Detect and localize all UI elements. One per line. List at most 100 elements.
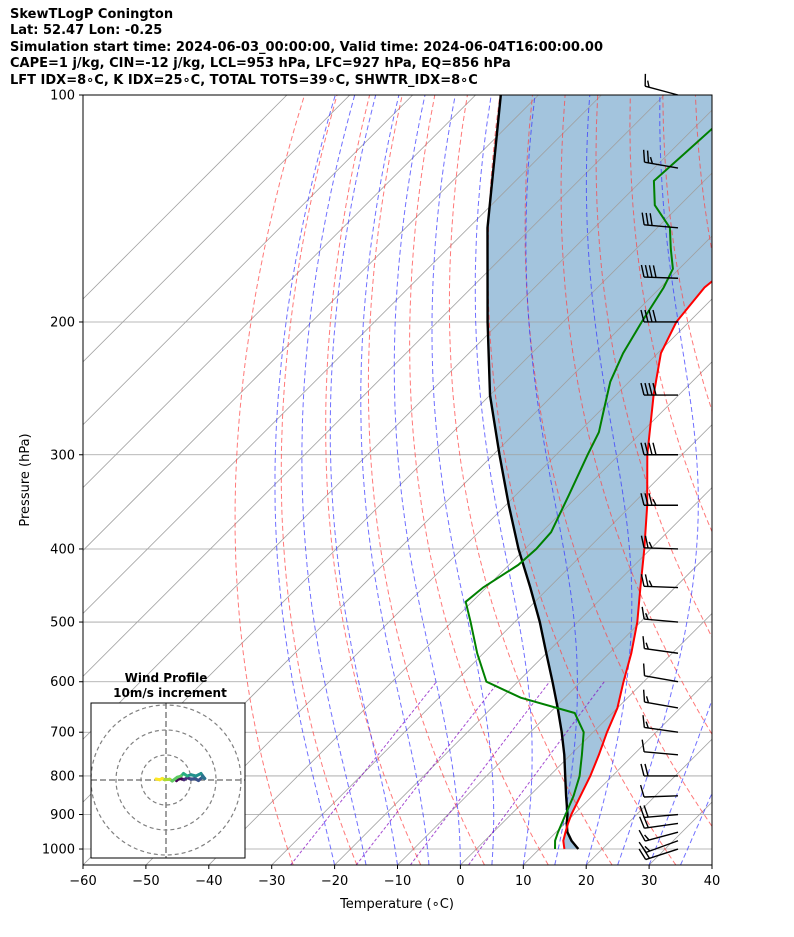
moist-adiabat: [525, 95, 578, 865]
barb-feather: [641, 739, 645, 752]
y-tick-label: 300: [50, 448, 75, 463]
wind-barb: [642, 149, 679, 169]
isotherm-line: [397, 549, 712, 865]
barb-feather: [640, 763, 645, 777]
barb-feather: [644, 574, 649, 587]
isotherm-line: [460, 612, 712, 865]
barb-feather: [645, 696, 650, 703]
x-tick-label: −60: [69, 874, 96, 889]
barb-feather: [638, 848, 647, 860]
barb-staff: [644, 751, 679, 756]
wind-barb: [640, 493, 678, 506]
hodograph-trace-segment: [154, 777, 162, 782]
moist-adiabat: [329, 95, 398, 865]
x-tick-label: −10: [384, 874, 411, 889]
wind-barb: [641, 606, 679, 623]
barb-feather: [645, 642, 649, 650]
barb-feather: [646, 150, 650, 163]
barb-staff: [644, 726, 679, 733]
isotherm-line: [271, 424, 712, 865]
dry-adiabat: [367, 95, 485, 865]
barb-feather: [649, 213, 653, 226]
isotherm-line: [83, 95, 476, 489]
dewpoint-profile-line: [464, 127, 712, 850]
barb-feather: [641, 606, 645, 620]
moist-adiabat: [680, 792, 712, 865]
barb-staff: [644, 224, 679, 229]
isotherm-line: [83, 95, 288, 300]
barb-staff: [643, 547, 679, 550]
barb-feather: [640, 382, 645, 396]
dry-adiabat: [662, 95, 712, 413]
barb-feather: [642, 689, 646, 703]
isotherm-line: [145, 298, 712, 865]
y-tick-label: 500: [50, 616, 75, 631]
moist-adiabat: [274, 95, 336, 865]
barb-feather: [648, 309, 653, 323]
dry-adiabats: [234, 95, 712, 865]
barb-feather: [638, 829, 646, 842]
barb-feather: [644, 845, 651, 852]
y-tick-label: 200: [50, 315, 75, 330]
wind-barb: [638, 840, 679, 854]
cape-cin-shading: [487, 95, 712, 849]
hodograph-frame: [90, 702, 246, 859]
y-tick-label: 600: [50, 675, 75, 690]
x-axis-label: Temperature (∘C): [339, 897, 454, 912]
moist-adiabat: [393, 95, 461, 865]
barb-feather: [645, 721, 649, 729]
y-axis-ticks: 1000 900 800 700 600 500 400 300 200 100: [42, 89, 83, 858]
wind-barb: [642, 663, 679, 683]
barb-feather: [652, 382, 657, 396]
location-coordinates: Lat: 52.47 Lon: -0.25: [10, 23, 163, 39]
wind-barb: [640, 264, 679, 279]
wind-barb: [640, 382, 678, 396]
x-tick-label: 40: [704, 874, 721, 889]
wind-barb: [644, 73, 679, 96]
barb-staff: [644, 161, 679, 169]
hodograph-title: Wind Profile: [125, 671, 208, 685]
wind-barbs: [638, 73, 679, 861]
barb-feather: [646, 80, 650, 88]
moist-adiabat: [711, 863, 712, 865]
barb-staff: [644, 647, 679, 654]
wind-barb: [642, 715, 679, 733]
barb-feather: [652, 309, 657, 323]
dry-adiabat: [448, 95, 613, 865]
dry-adiabat: [409, 95, 549, 865]
barb-staff: [643, 795, 679, 798]
dry-adiabat: [487, 95, 677, 865]
barb-staff: [643, 276, 679, 279]
barb-feather: [652, 498, 657, 506]
barb-staff: [644, 618, 679, 623]
barb-feather: [648, 442, 653, 455]
barb-feather: [644, 442, 649, 455]
barb-feather: [640, 535, 645, 548]
y-tick-label: 700: [50, 726, 75, 741]
barb-feather: [644, 264, 649, 278]
isotherm-line: [523, 675, 712, 865]
wind-barb: [640, 442, 678, 456]
dry-adiabat: [595, 95, 712, 639]
wind-barb: [640, 574, 679, 589]
isotherm-line: [334, 487, 712, 865]
barb-staff: [643, 585, 679, 589]
barb-feather: [642, 715, 646, 728]
isotherm-line: [83, 95, 602, 614]
moist-adiabat: [617, 95, 699, 865]
isotherm-line: [711, 864, 712, 865]
dry-adiabat: [280, 95, 358, 865]
wind-barb: [642, 689, 679, 709]
isotherm-line: [83, 95, 539, 552]
x-axis-ticks: −60 −50 −40 −30 −20 −10 0 10 20 30 40: [69, 865, 720, 889]
dry-adiabat: [560, 95, 712, 736]
hodograph-inset: Wind Profile 10m/s increment: [90, 671, 246, 859]
y-tick-label: 400: [50, 542, 75, 557]
wind-barb: [640, 535, 679, 550]
barb-staff: [645, 848, 679, 861]
barb-feather: [652, 442, 657, 455]
barb-feather: [644, 763, 649, 777]
wind-barb: [638, 829, 679, 842]
isotherm-line: [83, 95, 665, 677]
temperature-profile-line: [562, 280, 712, 850]
